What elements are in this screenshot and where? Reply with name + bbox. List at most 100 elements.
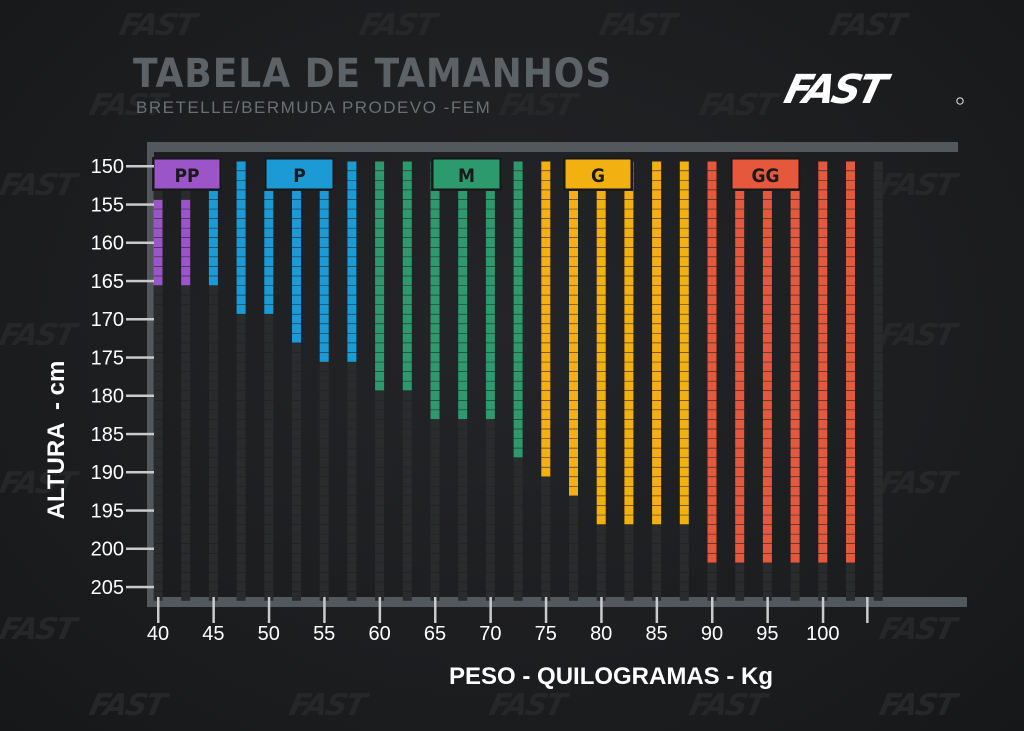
size-cell-p [208, 276, 218, 286]
legend-p: P [264, 157, 335, 191]
size-cell-m [402, 257, 412, 267]
empty-cell [541, 505, 551, 515]
empty-cell [208, 362, 218, 372]
empty-cell [873, 257, 883, 267]
size-cell-m [402, 314, 412, 324]
size-cell-gg [818, 209, 828, 219]
size-cell-gg [762, 333, 772, 343]
size-cell-gg [846, 362, 855, 372]
size-cell-p [319, 257, 329, 267]
size-cell-g [541, 371, 551, 381]
empty-cell [181, 333, 191, 343]
size-cell-gg [762, 448, 772, 458]
legend-m: M [431, 157, 502, 191]
empty-cell [236, 333, 246, 343]
size-cell-gg [735, 544, 745, 553]
empty-cell [375, 563, 385, 573]
size-cell-gg [846, 410, 855, 420]
size-cell-gg [846, 515, 855, 525]
size-cell-p [347, 247, 357, 257]
empty-cell [624, 591, 634, 601]
size-cell-gg [707, 276, 717, 286]
size-cell-g [624, 314, 634, 324]
empty-cell [208, 371, 218, 381]
size-cell-p [292, 304, 301, 314]
size-cell-g [569, 257, 578, 267]
size-cell-g [679, 438, 689, 448]
empty-cell [208, 333, 218, 343]
size-cell-g [541, 448, 551, 458]
empty-cell [485, 496, 495, 506]
empty-cell [181, 190, 191, 200]
size-cell-p [319, 285, 329, 295]
size-cell-g [596, 477, 606, 487]
empty-cell [292, 352, 301, 362]
size-cell-g [679, 391, 689, 400]
empty-cell [596, 563, 606, 573]
empty-cell [292, 563, 301, 573]
size-cell-gg [707, 371, 717, 381]
size-cell-gg [790, 295, 800, 305]
size-cell-g [541, 457, 551, 467]
empty-cell [652, 553, 662, 563]
size-cell-p [292, 333, 301, 343]
empty-cell [430, 534, 440, 544]
size-cell-gg [790, 524, 800, 534]
size-cell-gg [790, 190, 800, 200]
empty-cell [458, 582, 468, 592]
y-tick-label: 205 [91, 577, 124, 599]
size-cell-gg [735, 343, 745, 353]
empty-cell [347, 477, 357, 487]
size-cell-g [569, 209, 578, 219]
empty-cell [375, 553, 385, 563]
size-cell-m [485, 324, 495, 334]
size-cell-g [541, 352, 551, 362]
size-cell-g [569, 400, 578, 410]
empty-cell [513, 496, 523, 506]
size-cell-g [652, 486, 662, 496]
size-cell-p [264, 199, 274, 209]
size-cell-p [319, 266, 329, 276]
size-cell-g [679, 381, 689, 391]
size-cell-pp [181, 266, 191, 276]
empty-cell [430, 553, 440, 563]
empty-cell [485, 544, 495, 553]
size-cell-gg [818, 477, 828, 487]
size-cell-m [402, 266, 412, 276]
size-cell-gg [790, 304, 800, 314]
empty-cell [513, 467, 523, 477]
size-cell-m [458, 362, 468, 372]
empty-cell [292, 400, 301, 410]
size-cell-gg [735, 477, 745, 487]
empty-cell [319, 582, 329, 592]
size-cell-g [596, 343, 606, 353]
empty-cell [208, 304, 218, 314]
size-cell-g [569, 362, 578, 372]
size-cell-m [430, 257, 440, 267]
size-cell-gg [762, 352, 772, 362]
empty-cell [292, 467, 301, 477]
size-cell-p [319, 295, 329, 305]
size-cell-m [513, 448, 523, 458]
empty-cell [624, 582, 634, 592]
size-cell-m [458, 285, 468, 295]
size-cell-m [375, 381, 385, 391]
size-cell-gg [846, 218, 855, 228]
size-cell-m [513, 161, 523, 171]
size-cell-m [513, 343, 523, 353]
size-cell-g [652, 371, 662, 381]
size-cell-gg [762, 496, 772, 506]
size-cell-gg [762, 553, 772, 563]
empty-cell [208, 295, 218, 305]
size-cell-p [208, 238, 218, 247]
size-cell-g [596, 391, 606, 400]
size-cell-g [624, 218, 634, 228]
size-cell-p [264, 247, 274, 257]
size-cell-g [541, 247, 551, 257]
empty-cell [236, 477, 246, 487]
size-cell-g [569, 285, 578, 295]
size-cell-gg [818, 505, 828, 515]
empty-cell [153, 410, 163, 420]
size-cell-m [513, 371, 523, 381]
empty-cell [375, 496, 385, 506]
